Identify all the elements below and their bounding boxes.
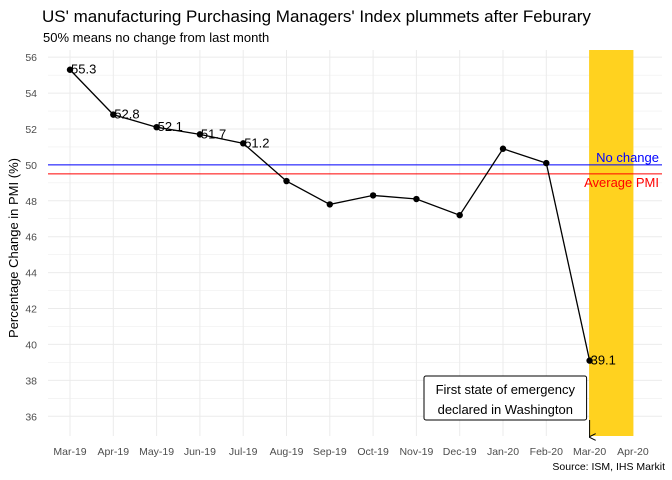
annotation-box xyxy=(423,375,588,421)
x-tick-label: Sep-19 xyxy=(313,446,347,458)
data-point xyxy=(586,357,593,364)
y-tick-label: 46 xyxy=(25,232,37,244)
y-tick-label: 52 xyxy=(25,124,37,136)
chart-title: US' manufacturing Purchasing Managers' I… xyxy=(42,7,591,26)
data-point xyxy=(283,177,290,185)
chart-caption: Source: ISM, IHS Markit xyxy=(552,461,665,473)
x-tick-label: Feb-20 xyxy=(530,446,563,458)
data-label: 51.7 xyxy=(201,126,226,141)
data-point xyxy=(543,159,550,167)
reference-line-label: Average PMI xyxy=(584,175,659,190)
x-tick-label: Apr-20 xyxy=(617,446,649,458)
y-tick-label: 56 xyxy=(25,52,37,64)
data-point xyxy=(110,111,117,118)
y-tick-label: 54 xyxy=(25,88,37,100)
x-tick-label: Mar-20 xyxy=(573,446,606,458)
reference-line-label: No change xyxy=(596,150,659,165)
x-tick-label: Jun-19 xyxy=(184,446,216,458)
x-tick-label: May-19 xyxy=(139,446,174,458)
annotation-text-line-2: declared in Washington xyxy=(438,402,573,417)
data-label: 52.8 xyxy=(114,107,139,122)
data-point xyxy=(240,140,247,147)
axis-ticks: 36 38 40 42 44 46 48 50 52 54 56 Mar-19 Apr-19 May-19… xyxy=(25,52,649,458)
data-point xyxy=(499,145,507,152)
x-tick-label: Oct-19 xyxy=(357,446,389,458)
data-label: 39.1 xyxy=(591,353,616,368)
y-tick-label: 48 xyxy=(25,196,37,208)
grid-lines xyxy=(48,50,662,436)
data-labels: 55.3 52.8 52.1 51.7 51.2 39.1 xyxy=(71,62,616,368)
data-point xyxy=(413,195,420,203)
data-point xyxy=(196,131,204,138)
chart-subtitle: 50% means no change from last month xyxy=(43,30,269,45)
highlight-band xyxy=(589,50,634,436)
data-points xyxy=(66,66,593,364)
data-point xyxy=(326,201,333,208)
x-tick-label: Jul-19 xyxy=(229,446,258,458)
y-tick-label: 40 xyxy=(25,339,37,351)
reference-lines: No change Average PMI xyxy=(48,150,662,190)
annotation-text-line-1: First state of emergency xyxy=(436,382,576,397)
y-tick-label: 36 xyxy=(25,411,37,423)
highlight-band-layer xyxy=(589,50,634,436)
y-axis-title: Percentage Change in PMI (%) xyxy=(6,158,21,338)
x-tick-label: Apr-19 xyxy=(98,446,130,458)
data-label: 55.3 xyxy=(71,62,96,77)
data-label: 52.1 xyxy=(158,119,183,134)
x-tick-label: Aug-19 xyxy=(270,446,304,458)
y-tick-label: 38 xyxy=(25,375,37,387)
data-label: 51.2 xyxy=(244,135,269,150)
data-point xyxy=(153,124,160,131)
data-point xyxy=(369,192,377,199)
y-tick-label: 42 xyxy=(25,304,37,316)
x-tick-label: Nov-19 xyxy=(399,446,433,458)
data-point xyxy=(66,66,74,73)
data-point xyxy=(456,211,463,219)
x-tick-label: Mar-19 xyxy=(53,446,86,458)
y-tick-label: 50 xyxy=(25,160,37,172)
y-tick-label: 44 xyxy=(25,268,37,280)
x-tick-label: Jan-20 xyxy=(487,446,519,458)
annotation: First state of emergency declared in Was… xyxy=(423,375,590,437)
x-tick-label: Dec-19 xyxy=(443,446,477,458)
